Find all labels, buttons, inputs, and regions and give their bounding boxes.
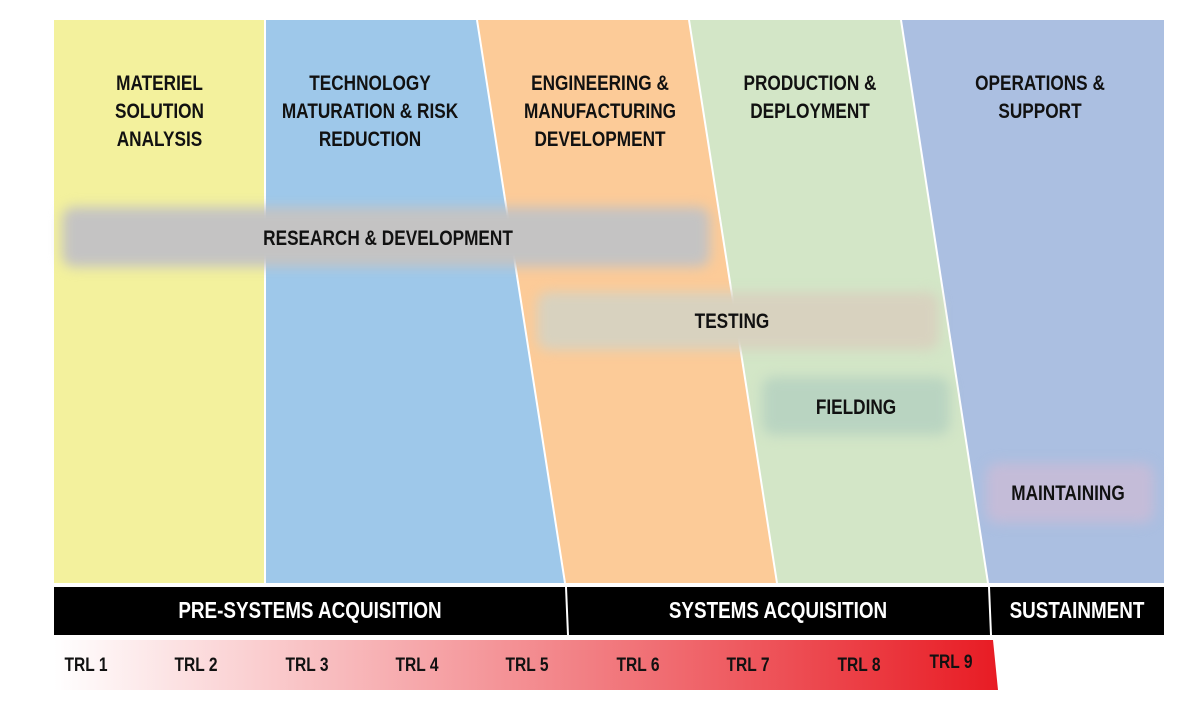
trl-label-3: TRL 3 — [285, 655, 329, 676]
phase-label-pd: PRODUCTION & DEPLOYMENT — [743, 72, 877, 123]
phase-label-msa: MATERIEL SOLUTION ANALYSIS — [115, 72, 204, 151]
stage-label-systems: SYSTEMS ACQUISITION — [668, 597, 888, 623]
activity-band-rd — [62, 207, 710, 267]
phase-label-emd: ENGINEERING & MANUFACTURING DEVELOPMENT — [523, 72, 677, 151]
phase-label-tmrr: TECHNOLOGY MATURATION & RISK REDUCTION — [281, 72, 459, 151]
stage-bar-pre-systems — [54, 587, 567, 635]
stage-label-pre-systems: PRE-SYSTEMS ACQUISITION — [178, 597, 442, 623]
activity-label-rd: RESEARCH & DEVELOPMENT — [263, 227, 513, 250]
stage-label-sustainment: SUSTAINMENT — [1009, 597, 1145, 623]
activity-label-fielding: FIELDING — [815, 396, 897, 419]
stage-bar-systems — [567, 587, 990, 635]
trl-label-1: TRL 1 — [64, 655, 108, 676]
trl-label-2: TRL 2 — [174, 655, 218, 676]
trl-gradient-bar — [54, 640, 998, 690]
trl-label-7: TRL 7 — [726, 655, 770, 676]
phase-band-tmrr — [265, 20, 565, 583]
activity-band-maintaining — [986, 463, 1154, 523]
phase-label-os: OPERATIONS & SUPPORT — [975, 72, 1105, 123]
phase-band-msa — [54, 20, 265, 583]
activity-label-testing: TESTING — [694, 310, 770, 333]
trl-label-4: TRL 4 — [395, 655, 439, 676]
trl-label-8: TRL 8 — [837, 655, 881, 676]
trl-label-9: TRL 9 — [929, 652, 973, 673]
trl-label-5: TRL 5 — [505, 655, 549, 676]
activity-band-testing — [537, 292, 939, 350]
trl-label-6: TRL 6 — [616, 655, 660, 676]
activity-label-maintaining: MAINTAINING — [1011, 482, 1125, 505]
stage-bar-sustainment — [990, 587, 1164, 635]
activity-band-fielding — [762, 377, 950, 435]
